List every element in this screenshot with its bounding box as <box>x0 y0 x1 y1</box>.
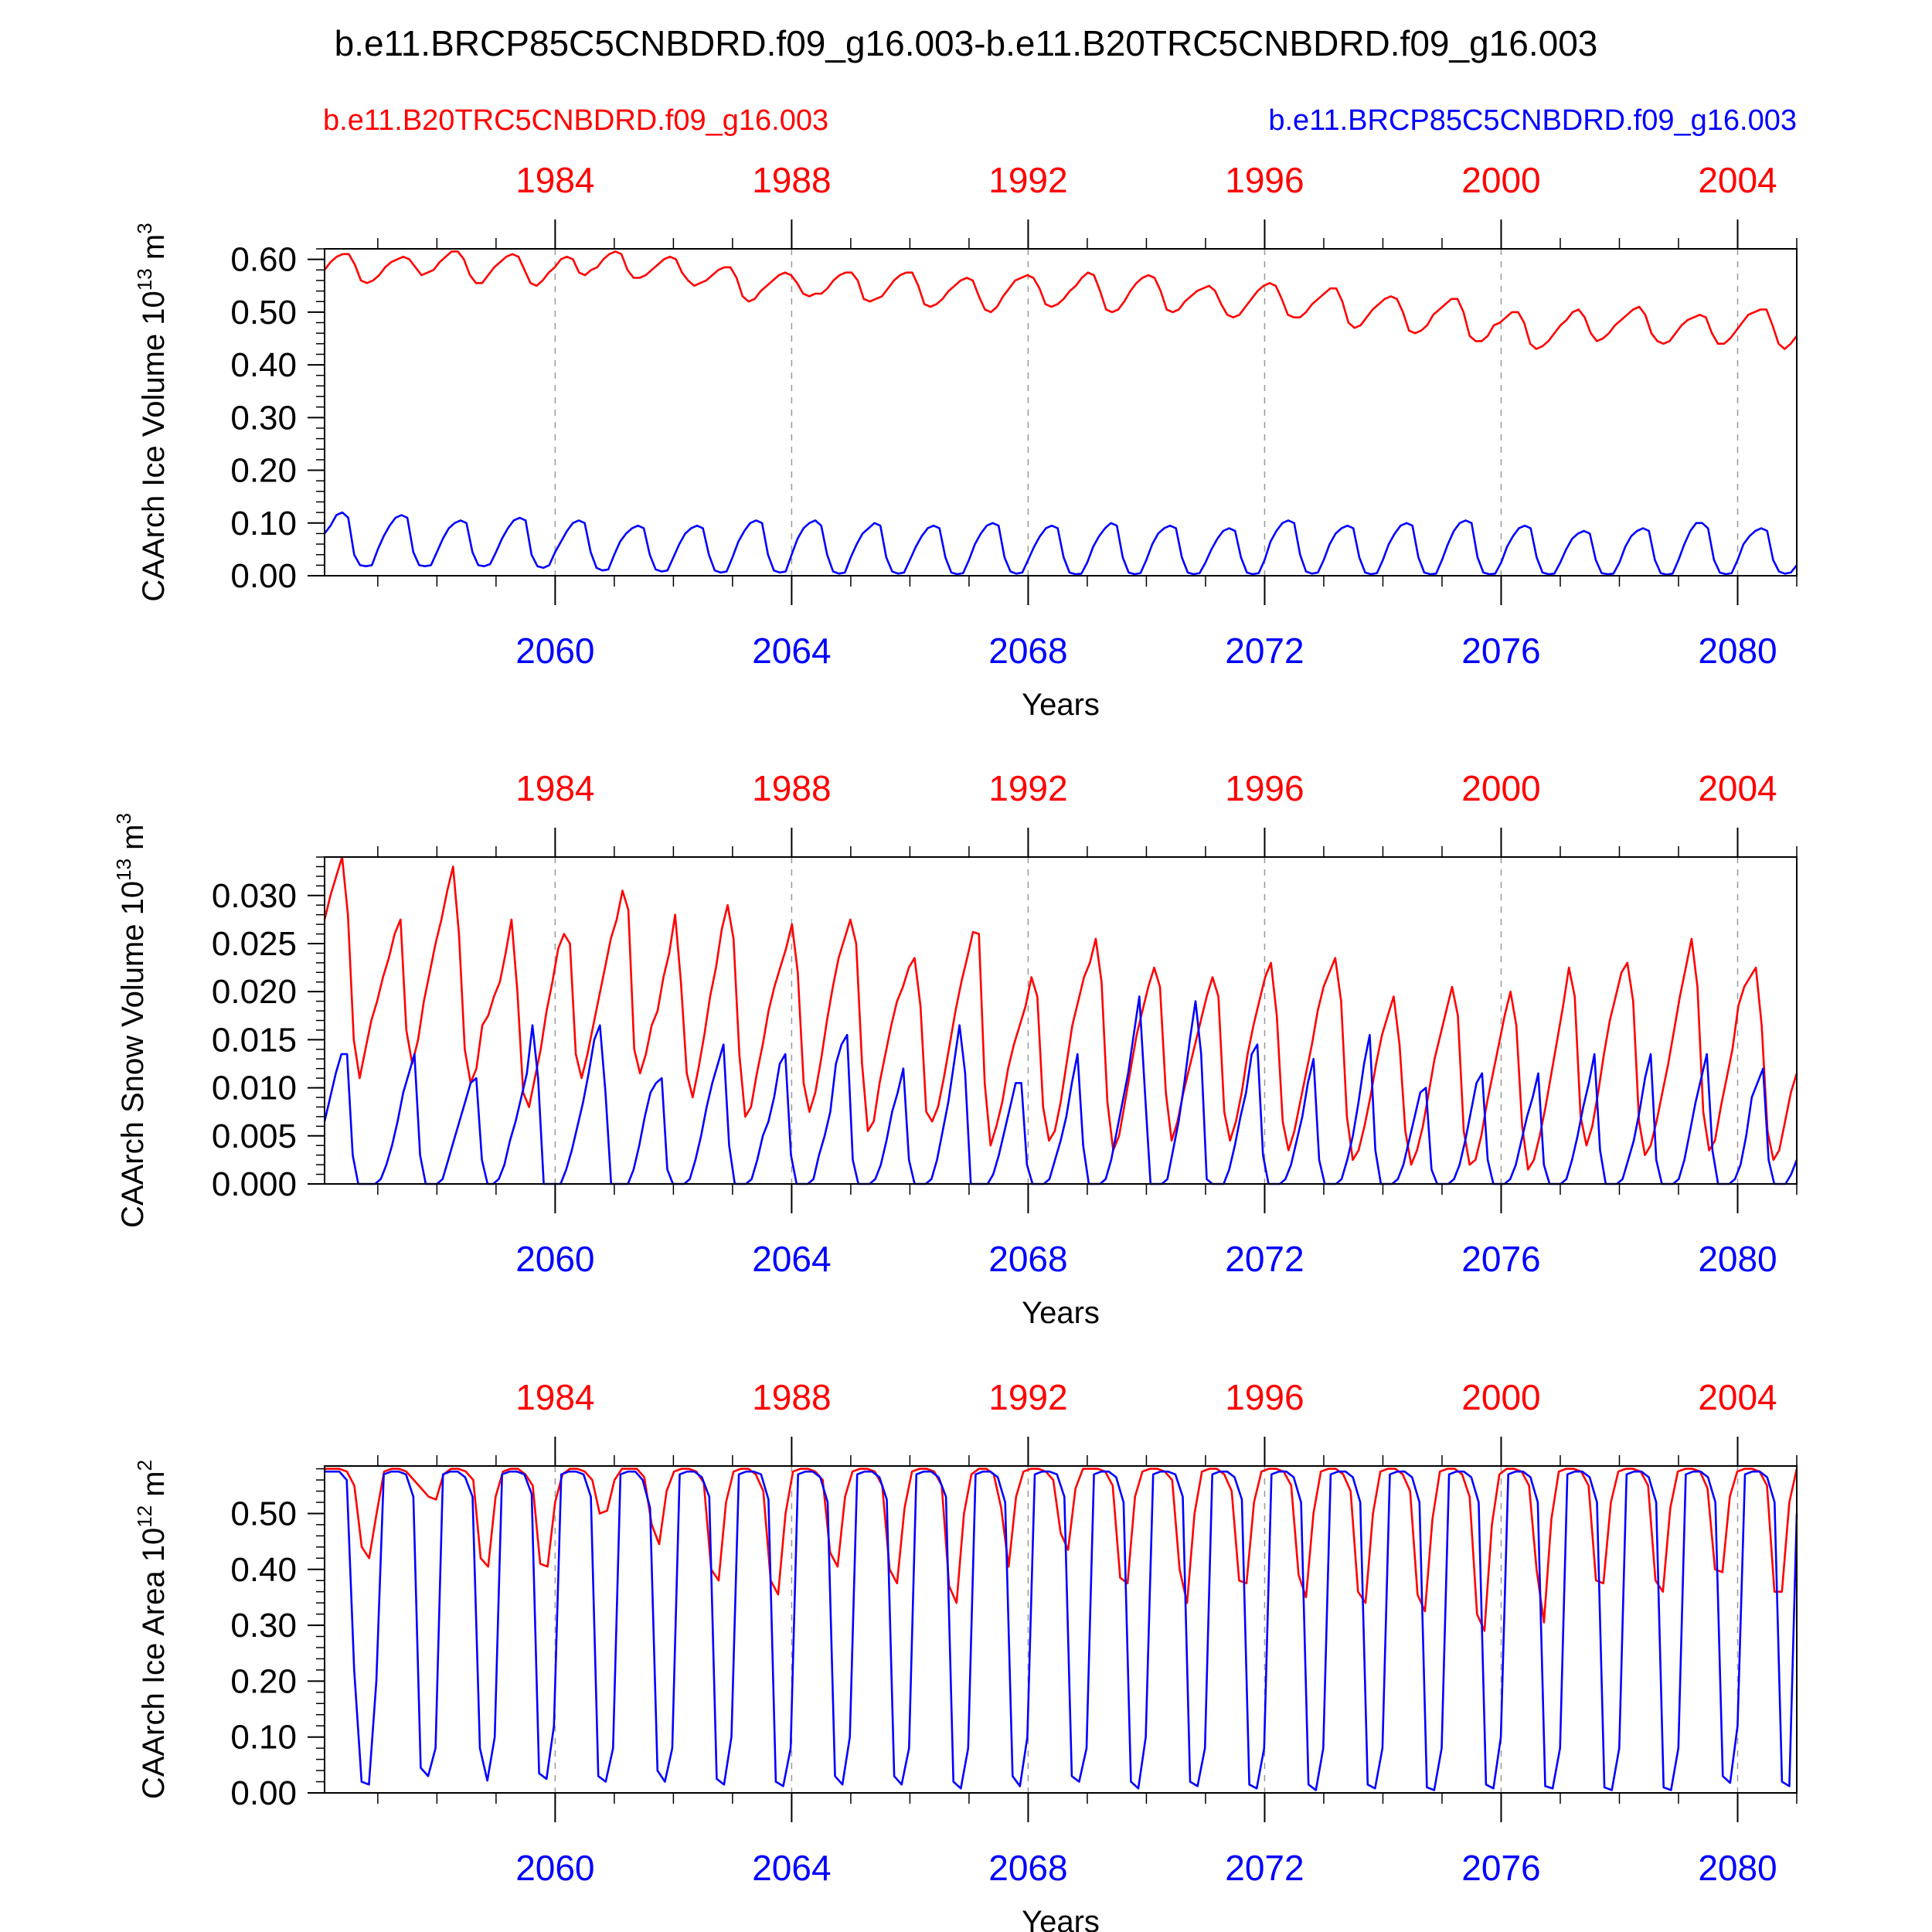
bottom-tick-label: 2080 <box>1698 1848 1777 1888</box>
series-line-a <box>325 1468 1798 1632</box>
legend-series-a: b.e11.B20TRC5CNBDRD.f09_g16.003 <box>323 104 828 137</box>
legend-series-b: b.e11.BRCP85C5CNBDRD.f09_g16.003 <box>1268 104 1797 137</box>
panels: 0.00 0.10 0.20 0.30 0.40 0.50 0.60 1984 1988 1992… <box>112 160 1798 1932</box>
y-axis-label: CAArch Ice Volume 1013 m3 <box>133 223 171 601</box>
series-line-b <box>325 1470 1798 1791</box>
top-tick-label: 1988 <box>752 160 831 200</box>
bottom-tick-label: 2060 <box>515 1848 594 1888</box>
y-tick-label: 0.030 <box>212 877 297 915</box>
y-tick-label: 0.40 <box>230 1551 297 1589</box>
y-axis-label: CAArch Ice Area 1012 m2 <box>133 1460 171 1799</box>
top-tick-label: 2004 <box>1698 1377 1777 1417</box>
y-tick-label: 0.00 <box>230 557 297 595</box>
y-tick-label: 0.40 <box>230 346 297 384</box>
top-tick-label: 1992 <box>988 160 1067 200</box>
bottom-tick-label: 2064 <box>752 1848 831 1888</box>
top-tick-label: 1988 <box>752 768 831 808</box>
y-tick-label: 0.50 <box>230 1495 297 1532</box>
y-tick-label: 0.020 <box>212 973 297 1011</box>
series-line-b <box>323 511 1798 576</box>
series-line-a <box>323 250 1798 350</box>
bottom-tick-label: 2064 <box>752 631 831 671</box>
y-tick-label: 0.50 <box>230 294 297 332</box>
plot-frame <box>324 248 1798 577</box>
y-tick-label: 0.005 <box>212 1117 297 1155</box>
y-tick-label: 0.025 <box>212 925 297 963</box>
y-tick-label: 0.10 <box>230 1719 297 1757</box>
panel-1: 0.00 0.10 0.20 0.30 0.40 0.50 0.60 1984 1988 1992… <box>133 160 1798 722</box>
top-tick-label: 1984 <box>515 768 594 808</box>
top-tick-label: 2000 <box>1461 768 1540 808</box>
y-tick-label: 0.010 <box>212 1070 297 1107</box>
bottom-tick-label: 2072 <box>1225 1239 1304 1279</box>
bottom-tick-label: 2064 <box>752 1239 831 1279</box>
top-tick-label: 1988 <box>752 1377 831 1417</box>
top-tick-label: 1996 <box>1225 768 1304 808</box>
top-tick-label: 2000 <box>1461 160 1540 200</box>
y-tick-label: 0.30 <box>230 399 297 437</box>
top-tick-label: 1984 <box>515 160 594 200</box>
bottom-tick-label: 2060 <box>515 1239 594 1279</box>
y-tick-label: 0.00 <box>230 1774 297 1812</box>
bottom-tick-label: 2072 <box>1225 1848 1304 1888</box>
top-tick-label: 1996 <box>1225 1377 1304 1417</box>
bottom-tick-label: 2076 <box>1461 631 1540 671</box>
bottom-tick-label: 2068 <box>988 1848 1067 1888</box>
y-tick-label: 0.60 <box>230 241 297 279</box>
y-tick-label: 0.20 <box>230 1662 297 1700</box>
x-axis-label: Years <box>1022 1905 1100 1932</box>
x-axis-label: Years <box>1022 688 1100 722</box>
y-tick-label: 0.30 <box>230 1607 297 1645</box>
x-axis-label: Years <box>1022 1296 1100 1330</box>
bottom-tick-label: 2076 <box>1461 1239 1540 1279</box>
bottom-tick-label: 2080 <box>1698 1239 1777 1279</box>
top-tick-label: 1992 <box>988 768 1067 808</box>
top-tick-label: 2004 <box>1698 160 1777 200</box>
plot-frame <box>324 1465 1798 1794</box>
bottom-tick-label: 2080 <box>1698 631 1777 671</box>
y-tick-label: 0.20 <box>230 452 297 490</box>
chart-title: b.e11.BRCP85C5CNBDRD.f09_g16.003-b.e11.B… <box>335 23 1598 63</box>
bottom-tick-label: 2068 <box>988 631 1067 671</box>
bottom-tick-label: 2068 <box>988 1239 1067 1279</box>
top-tick-label: 1996 <box>1225 160 1304 200</box>
panel-2: 0.000 0.005 0.010 0.015 0.020 0.025 0.030 1984 1… <box>112 768 1798 1330</box>
bottom-tick-label: 2076 <box>1461 1848 1540 1888</box>
y-tick-label: 0.000 <box>212 1165 297 1203</box>
y-tick-label: 0.10 <box>230 505 297 543</box>
top-tick-label: 1984 <box>515 1377 594 1417</box>
y-tick-label: 0.015 <box>212 1021 297 1059</box>
top-tick-label: 1992 <box>988 1377 1067 1417</box>
panel-3: 0.00 0.10 0.20 0.30 0.40 0.50 1984 1988 1992 1996… <box>133 1377 1798 1932</box>
y-axis-label: CAArch Snow Volume 1013 m3 <box>112 813 150 1228</box>
series-line-a <box>323 855 1798 1171</box>
top-tick-label: 2000 <box>1461 1377 1540 1417</box>
bottom-tick-label: 2060 <box>515 631 594 671</box>
bottom-tick-label: 2072 <box>1225 631 1304 671</box>
top-tick-label: 2004 <box>1698 768 1777 808</box>
